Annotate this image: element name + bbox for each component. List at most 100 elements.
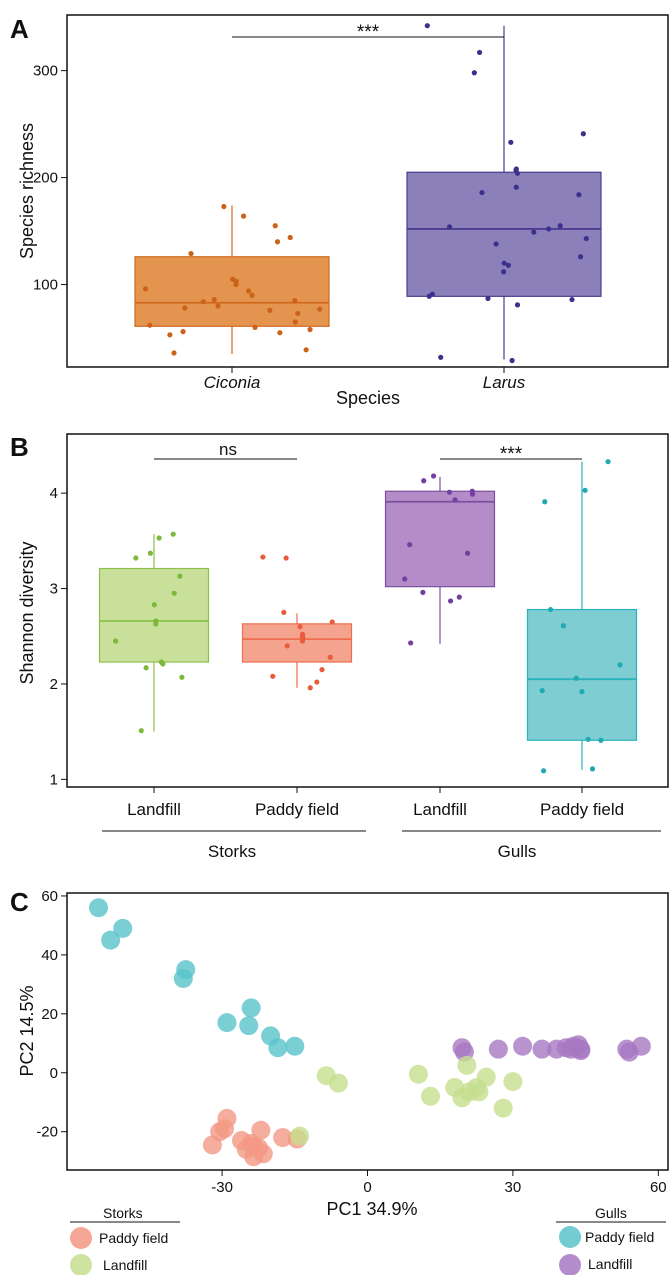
panel-b-storks-paddy-field-point: [270, 673, 276, 679]
panel-b-gulls-paddy-field-box: [526, 608, 638, 741]
panel-b-gulls-paddy-field-point: [605, 459, 611, 465]
panel-b-ytick-label-2: 2: [50, 676, 58, 693]
panel-b-storks-paddy-field-point: [299, 638, 306, 644]
panel-b-gulls-landfill-point: [402, 576, 408, 582]
panel-b-gulls-paddy-field-point: [589, 766, 596, 772]
panel-a-ciconia-point: [295, 310, 301, 317]
panel-a-ciconia-point: [215, 303, 221, 309]
panel-a-larus-point: [531, 229, 537, 235]
panel-c-ytick-label-60: 60: [41, 888, 58, 905]
panel-a-ciconia-point: [147, 322, 153, 328]
panel-a-ciconia-point: [249, 292, 255, 298]
panel-a-larus-point: [501, 269, 507, 275]
panel-a-larus-point: [438, 354, 444, 360]
panel-a-letter: A: [10, 14, 29, 44]
panel-a-ciconia-point: [267, 307, 273, 313]
panel-b-storks-paddy-field-point: [319, 667, 325, 673]
legend-storks-landfill-label: Landfill: [103, 1257, 147, 1273]
panel-a-ciconia-point: [277, 330, 283, 336]
panel-a-ciconia-box: [134, 256, 330, 327]
panel-a-larus-point: [479, 189, 485, 196]
panel-c-xtick-label-0: 0: [363, 1179, 371, 1196]
panel-a-ciconia-point: [292, 298, 298, 304]
panel-b-group-label-gulls: Gulls: [498, 842, 537, 861]
panel-b-ytick-label-4: 4: [50, 485, 58, 502]
panel-b-storks-paddy-field-box: [241, 623, 353, 663]
panel-b-storks-landfill-point: [112, 638, 119, 644]
panel-c-point-gulls-paddy-field: [268, 1038, 288, 1058]
panel-b-gulls-landfill-point: [430, 473, 437, 479]
panel-b-gulls-landfill-point: [408, 640, 414, 646]
panel-a-category-larus: Larus: [483, 373, 526, 392]
panel-a-ciconia-point: [246, 288, 252, 294]
panel-c-point-gulls-landfill: [571, 1039, 591, 1059]
panel-a-ciconia-point: [211, 296, 217, 303]
legend-storks-title: Storks: [103, 1205, 143, 1221]
panel-a-ciconia-point: [287, 234, 293, 241]
panel-b-storks-landfill-point: [147, 550, 153, 556]
panel-a-ciconia-point: [292, 319, 298, 325]
panel-b-category-storks-paddy-field: Paddy field: [255, 800, 339, 819]
panel-b-storks-paddy-field-point: [284, 643, 290, 649]
panel-b-gulls-landfill-point: [464, 550, 471, 556]
panel-c-point-gulls-paddy-field: [241, 998, 261, 1018]
panel-a-ciconia-point: [188, 250, 194, 257]
panel-b-gulls-paddy-field-point: [582, 487, 588, 493]
panel-c-point-gulls-landfill: [488, 1039, 508, 1059]
panel-b-storks-landfill-point: [151, 602, 157, 608]
panel-b-gulls-landfill-box: [384, 490, 496, 588]
panel-c-point-gulls-landfill: [513, 1036, 533, 1056]
panel-b-significance-storks: ns: [219, 440, 237, 459]
panel-c-point-gulls-landfill: [532, 1039, 552, 1059]
panel-b-gulls-landfill-point: [420, 589, 426, 595]
panel-c-ytick-label-20: 20: [41, 1006, 58, 1023]
panel-c-ytick-label-40: 40: [41, 947, 58, 964]
panel-a-category-ciconia: Ciconia: [204, 373, 261, 392]
panel-a-ciconia-point: [303, 347, 309, 353]
panel-b-gulls-landfill-point: [446, 489, 453, 495]
panel-c-point-storks-landfill: [290, 1126, 310, 1146]
panel-c-point-gulls-paddy-field: [101, 930, 121, 950]
panel-a-ciconia-point: [167, 332, 173, 338]
panel-b-storks-landfill-box: [98, 567, 210, 663]
panel-b-storks-landfill-point: [133, 555, 139, 561]
panel-b-storks-paddy-field-point: [260, 554, 266, 560]
legend-gulls-landfill-label: Landfill: [588, 1256, 632, 1272]
panel-b-storks-landfill-point: [170, 531, 176, 537]
panel-b-storks-landfill-point: [143, 665, 149, 671]
panel-b-storks-paddy-field-point: [283, 555, 289, 561]
panel-a-larus-point: [471, 70, 477, 76]
legend-storks-landfill-swatch: [70, 1254, 92, 1275]
panel-a-ciconia-point: [240, 213, 247, 219]
panel-b-significance-gulls: ***: [500, 444, 523, 465]
panel-a-larus-point: [576, 192, 582, 198]
panel-c-letter: C: [10, 887, 29, 917]
panel-b-storks-landfill-point: [156, 535, 162, 541]
panel-b-storks-paddy-field-point: [307, 685, 313, 691]
panel-b-gulls-paddy-field-point: [585, 736, 591, 742]
panel-a-larus-point: [493, 241, 499, 247]
panel-b-category-storks-landfill: Landfill: [127, 800, 181, 819]
panel-b-gulls-landfill-point: [407, 542, 413, 548]
panel-a-larus-point: [424, 23, 430, 29]
panel-c-point-gulls-paddy-field: [217, 1013, 237, 1033]
panel-a-ciconia-point: [233, 281, 239, 288]
panel-a-ciconia-point: [182, 305, 188, 311]
panel-b-category-gulls-paddy-field: Paddy field: [540, 800, 624, 819]
panel-c-point-gulls-paddy-field: [89, 898, 109, 918]
panel-a-larus-point: [546, 226, 552, 232]
panel-c-point-gulls-paddy-field: [113, 918, 133, 938]
panel-b-gulls-paddy-field-point: [540, 768, 547, 774]
panel-c-y-axis-title: PC2 14.5%: [17, 985, 37, 1076]
panel-a-larus-point: [557, 223, 563, 229]
panel-a-significance: ***: [357, 22, 380, 43]
panel-c-point-storks-landfill: [408, 1064, 428, 1084]
legend-gulls-paddy-field-swatch: [559, 1226, 581, 1248]
panel-c-point-storks-landfill: [421, 1086, 441, 1106]
panel-b-gulls-paddy-field-point: [617, 662, 623, 668]
panel-a-larus-point: [426, 293, 432, 299]
panel-a-larus-point: [569, 296, 575, 303]
panel-c-point-gulls-paddy-field: [239, 1016, 259, 1036]
panel-b-storks-landfill-point: [177, 573, 183, 579]
